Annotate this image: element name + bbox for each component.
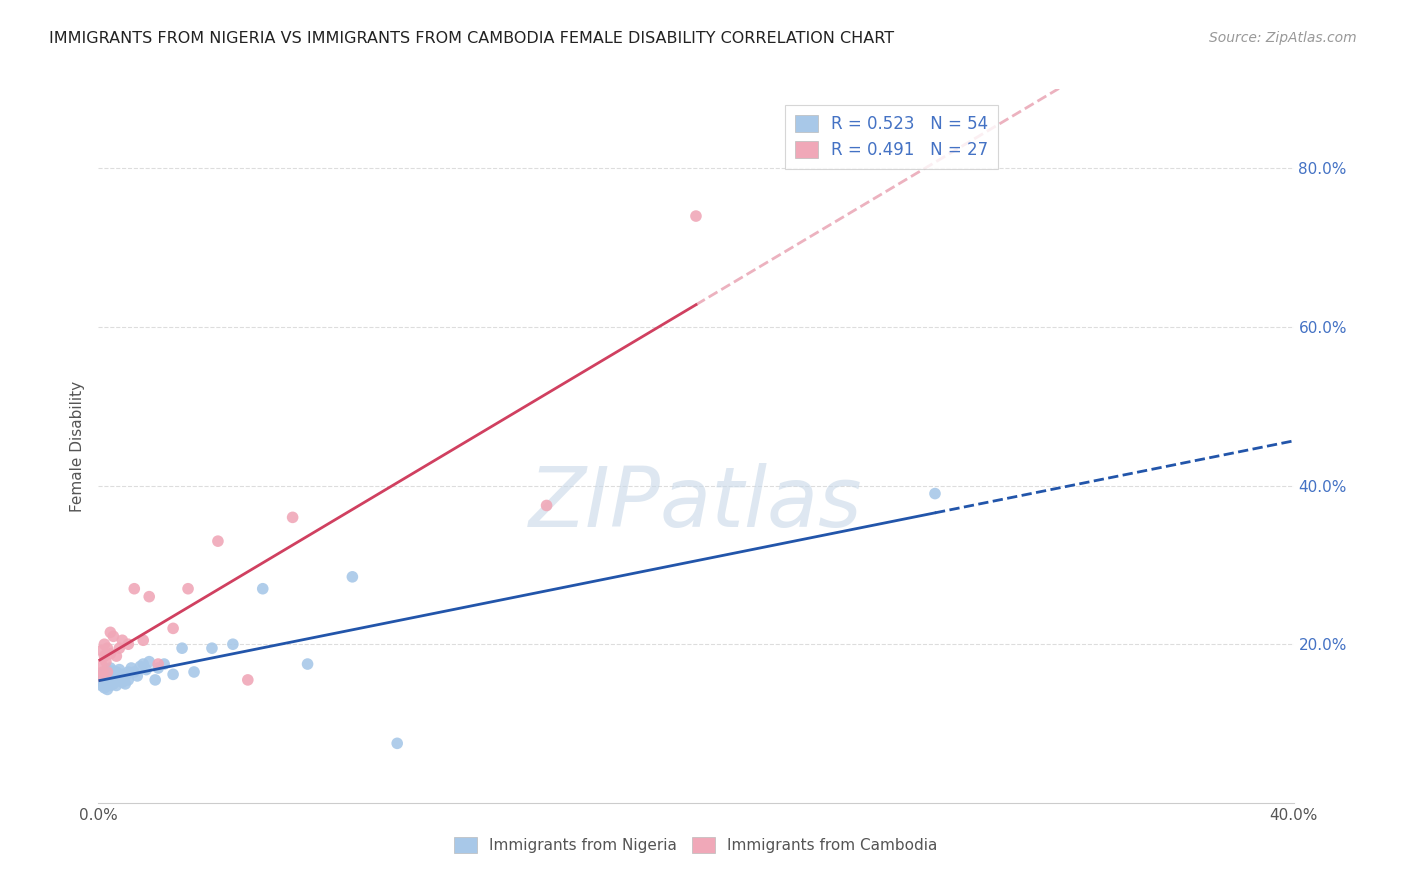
Point: [153, 657, 176, 671]
Point: [685, 209, 707, 223]
Point: [124, 582, 146, 596]
Point: [103, 629, 125, 643]
Point: [98, 661, 122, 675]
Point: [252, 582, 274, 596]
Point: [98, 647, 122, 661]
Point: [93, 637, 115, 651]
Point: [93, 665, 115, 679]
Point: [96, 663, 118, 677]
Point: [132, 657, 155, 671]
Point: [207, 534, 229, 549]
Point: [105, 678, 128, 692]
Point: [90, 667, 112, 681]
Point: [138, 590, 160, 604]
Point: [91, 665, 114, 679]
Point: [93, 681, 115, 695]
Point: [162, 667, 184, 681]
Point: [90, 657, 112, 671]
Point: [98, 673, 122, 687]
Point: [103, 671, 125, 685]
Point: [90, 678, 112, 692]
Point: [117, 673, 139, 687]
Point: [94, 678, 117, 692]
Point: [105, 673, 128, 687]
Point: [114, 677, 136, 691]
Point: [138, 655, 160, 669]
Point: [96, 673, 118, 687]
Point: [89, 673, 111, 687]
Point: [385, 736, 409, 750]
Point: [201, 641, 224, 656]
Point: [111, 633, 134, 648]
Point: [536, 499, 558, 513]
Point: [105, 649, 128, 664]
Point: [143, 673, 166, 687]
Point: [120, 661, 142, 675]
Point: [117, 637, 139, 651]
Point: [94, 655, 117, 669]
Point: [129, 659, 152, 673]
Point: [222, 637, 245, 651]
Point: [132, 633, 155, 648]
Point: [103, 677, 125, 691]
Point: [91, 671, 114, 685]
Point: [183, 665, 205, 679]
Point: [96, 665, 118, 679]
Legend: Immigrants from Nigeria, Immigrants from Cambodia: Immigrants from Nigeria, Immigrants from…: [449, 831, 943, 859]
Point: [108, 663, 131, 677]
Point: [162, 621, 184, 635]
Y-axis label: Female Disability: Female Disability: [69, 380, 84, 512]
Point: [108, 641, 131, 656]
Point: [90, 643, 112, 657]
Point: [124, 665, 146, 679]
Point: [93, 649, 115, 664]
Point: [924, 486, 946, 500]
Point: [281, 510, 304, 524]
Point: [111, 675, 134, 690]
Point: [108, 671, 131, 685]
Point: [148, 661, 170, 675]
Point: [297, 657, 319, 671]
Point: [97, 677, 120, 691]
Point: [135, 663, 157, 677]
Point: [105, 665, 128, 679]
Point: [148, 657, 170, 671]
Text: ZIPatlas: ZIPatlas: [529, 463, 863, 543]
Text: Source: ZipAtlas.com: Source: ZipAtlas.com: [1209, 31, 1357, 45]
Point: [89, 669, 111, 683]
Point: [91, 677, 114, 691]
Point: [172, 641, 194, 656]
Point: [111, 667, 134, 681]
Point: [98, 667, 122, 681]
Point: [93, 673, 115, 687]
Point: [98, 678, 122, 692]
Point: [96, 677, 118, 691]
Point: [114, 669, 136, 683]
Point: [117, 665, 139, 679]
Point: [342, 570, 364, 584]
Point: [96, 682, 118, 697]
Point: [103, 664, 125, 678]
Point: [177, 582, 200, 596]
Point: [98, 625, 122, 640]
Point: [94, 667, 117, 681]
Text: IMMIGRANTS FROM NIGERIA VS IMMIGRANTS FROM CAMBODIA FEMALE DISABILITY CORRELATIO: IMMIGRANTS FROM NIGERIA VS IMMIGRANTS FR…: [49, 31, 894, 46]
Point: [127, 669, 149, 683]
Point: [96, 641, 118, 656]
Point: [236, 673, 259, 687]
Point: [97, 671, 120, 685]
